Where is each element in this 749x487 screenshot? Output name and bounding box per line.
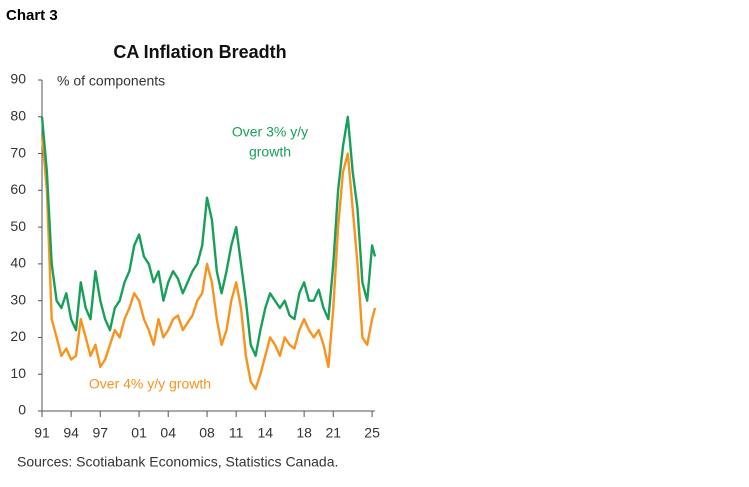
- series-line: [40, 135, 377, 391]
- y-tick-label: 90: [10, 71, 26, 87]
- x-tick-label: 91: [34, 425, 50, 441]
- x-tick-label: 25: [364, 425, 380, 441]
- y-tick-label: 60: [10, 181, 26, 197]
- x-tick-label: 04: [160, 425, 176, 441]
- y-tick-label: 10: [10, 365, 26, 381]
- source: Sources: Scotiabank Economics, Statistic…: [17, 454, 338, 470]
- annotation: Over 3% y/y: [232, 124, 308, 140]
- x-tick-label: 18: [296, 425, 312, 441]
- x-tick-label: 11: [229, 425, 244, 441]
- x-tick-label: 14: [258, 425, 274, 441]
- series-line: [40, 115, 377, 357]
- x-tick-label: 97: [92, 425, 108, 441]
- annotation: Over 4% y/y growth: [89, 376, 211, 392]
- chart-title: CA Inflation Breadth: [113, 42, 286, 62]
- y-tick-label: 20: [10, 328, 26, 344]
- y-tick-label: 70: [10, 144, 26, 160]
- chart-label: Chart 3: [6, 7, 58, 24]
- y-tick-label: 50: [10, 218, 26, 234]
- x-tick-label: 94: [63, 425, 79, 441]
- y-tick-label: 40: [10, 255, 26, 271]
- y-axis-label: % of components: [57, 73, 165, 89]
- x-tick-label: 21: [325, 425, 341, 441]
- annotation: growth: [249, 144, 291, 160]
- y-tick-label: 0: [18, 402, 26, 418]
- y-tick-label: 80: [10, 107, 26, 123]
- y-tick-label: 30: [10, 291, 26, 307]
- x-tick-label: 01: [131, 425, 147, 441]
- x-tick-label: 08: [199, 425, 215, 441]
